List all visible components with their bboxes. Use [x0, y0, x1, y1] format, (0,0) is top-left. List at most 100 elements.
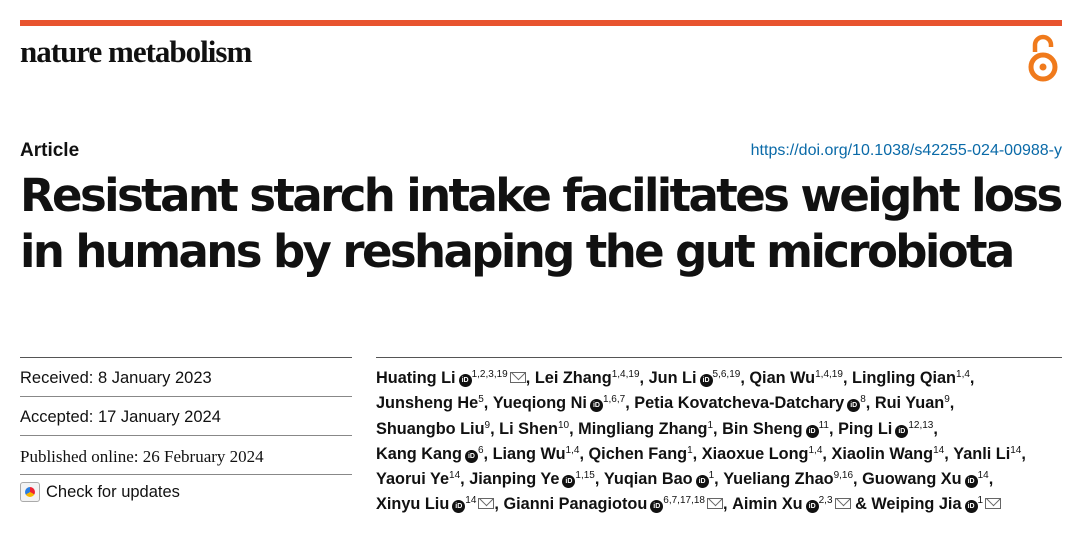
- email-icon[interactable]: [478, 498, 495, 510]
- orcid-icon[interactable]: iD: [699, 374, 713, 387]
- doi-link[interactable]: https://doi.org/10.1038/s42255-024-00988…: [750, 142, 1062, 159]
- affiliation-numbers[interactable]: 9: [484, 419, 491, 431]
- author-name[interactable]: Guowang Xu: [862, 470, 962, 489]
- journal-logo[interactable]: nature metabolism: [20, 34, 252, 69]
- author-name[interactable]: Lingling Qian: [852, 369, 957, 387]
- author-name[interactable]: Kang Kang: [376, 444, 462, 463]
- author-name[interactable]: Aimin Xu: [732, 495, 803, 514]
- author[interactable]: Qichen Fang1,: [589, 445, 702, 463]
- orcid-icon[interactable]: iD: [805, 424, 819, 438]
- author[interactable]: Gianni Panagiotou iD6,7,17,18,: [503, 495, 732, 514]
- affiliation-numbers[interactable]: 1: [977, 495, 984, 507]
- author[interactable]: Aimin Xu iD2,3: [732, 495, 855, 514]
- affiliation-numbers[interactable]: 1: [707, 419, 714, 431]
- author-name[interactable]: Xiaolin Wang: [831, 444, 934, 463]
- affiliation-numbers[interactable]: 1,4,19: [815, 369, 843, 380]
- author[interactable]: & Weiping Jia iD1: [855, 495, 1002, 514]
- orcid-icon[interactable]: iD: [805, 500, 819, 514]
- author-name[interactable]: Ping Li: [838, 419, 893, 438]
- author-name[interactable]: Xiaoxue Long: [701, 444, 809, 463]
- affiliation-numbers[interactable]: 14: [465, 495, 477, 507]
- affiliation-numbers[interactable]: 1: [708, 470, 715, 482]
- author-name[interactable]: Yueqiong Ni: [492, 394, 587, 413]
- author[interactable]: Ping Li iD12,13,: [838, 420, 938, 438]
- author[interactable]: Jun Li iD5,6,19,: [649, 369, 750, 387]
- author[interactable]: Qian Wu1,4,19,: [749, 369, 852, 387]
- author[interactable]: Junsheng He5,: [376, 394, 493, 412]
- orcid-icon[interactable]: iD: [964, 500, 978, 514]
- author[interactable]: Li Shen10,: [499, 420, 578, 438]
- author-name[interactable]: Mingliang Zhang: [578, 419, 708, 438]
- affiliation-numbers[interactable]: 9: [944, 394, 950, 406]
- affiliation-numbers[interactable]: 1,15: [575, 470, 595, 482]
- orcid-icon[interactable]: iD: [847, 399, 861, 413]
- affiliation-numbers[interactable]: 1,2,3,19: [471, 369, 508, 380]
- affiliation-numbers[interactable]: 1: [687, 444, 693, 456]
- orcid-icon[interactable]: iD: [562, 475, 576, 489]
- author[interactable]: Xiaolin Wang14,: [831, 445, 953, 463]
- author-name[interactable]: Jianping Ye: [469, 470, 560, 489]
- author[interactable]: Guowang Xu iD14,: [862, 470, 993, 489]
- affiliation-numbers[interactable]: 8: [860, 394, 866, 406]
- affiliation-numbers[interactable]: 14: [933, 444, 945, 456]
- author-name[interactable]: Yaorui Ye: [376, 470, 450, 489]
- author-name[interactable]: Jun Li: [648, 369, 697, 387]
- author[interactable]: Petia Kovatcheva-Datchary iD8,: [634, 394, 875, 413]
- email-icon[interactable]: [985, 498, 1002, 510]
- author-name[interactable]: Liang Wu: [492, 444, 566, 463]
- affiliation-numbers[interactable]: 12,13: [908, 419, 934, 431]
- email-icon[interactable]: [509, 372, 526, 383]
- author-name[interactable]: Xinyu Liu: [376, 495, 450, 514]
- affiliation-numbers[interactable]: 6,7,17,18: [663, 495, 705, 507]
- author[interactable]: Mingliang Zhang1,: [578, 420, 722, 438]
- affiliation-numbers[interactable]: 14: [1010, 444, 1022, 456]
- author[interactable]: Yaorui Ye14,: [376, 470, 469, 488]
- author[interactable]: Yueliang Zhao9,16,: [723, 470, 862, 488]
- author-name[interactable]: Yueliang Zhao: [723, 470, 834, 489]
- orcid-icon[interactable]: iD: [452, 500, 466, 514]
- email-icon[interactable]: [834, 498, 851, 510]
- author[interactable]: Yanli Li14,: [953, 445, 1026, 463]
- affiliation-numbers[interactable]: 10: [557, 419, 570, 431]
- affiliation-numbers[interactable]: 5,6,19: [712, 369, 741, 380]
- author-name[interactable]: Qichen Fang: [588, 444, 688, 463]
- author[interactable]: Jianping Ye iD1,15,: [469, 470, 604, 489]
- author[interactable]: Lei Zhang1,4,19,: [535, 369, 649, 387]
- author-name[interactable]: Lei Zhang: [534, 369, 612, 387]
- author-name[interactable]: Li Shen: [499, 419, 558, 438]
- author-name[interactable]: & Weiping Jia: [855, 495, 962, 514]
- affiliation-numbers[interactable]: 14: [449, 470, 461, 482]
- author[interactable]: Huating Li iD1,2,3,19,: [376, 369, 535, 387]
- affiliation-numbers[interactable]: 6: [477, 444, 484, 456]
- affiliation-numbers[interactable]: 1,4: [808, 444, 823, 456]
- author-name[interactable]: Yanli Li: [953, 444, 1011, 463]
- affiliation-numbers[interactable]: 1,4,19: [611, 369, 640, 380]
- author-name[interactable]: Bin Sheng: [722, 419, 803, 438]
- affiliation-numbers[interactable]: 14: [977, 470, 989, 482]
- author[interactable]: Kang Kang iD6,: [376, 445, 493, 463]
- affiliation-numbers[interactable]: 1,4: [956, 369, 970, 380]
- author-name[interactable]: Junsheng He: [376, 394, 479, 413]
- author[interactable]: Bin Sheng iD11,: [722, 420, 838, 438]
- author-name[interactable]: Petia Kovatcheva-Datchary: [634, 394, 845, 413]
- author-name[interactable]: Huating Li: [376, 369, 456, 387]
- author[interactable]: Liang Wu1,4,: [493, 445, 589, 463]
- author-name[interactable]: Shuangbo Liu: [376, 419, 485, 438]
- affiliation-numbers[interactable]: 11: [818, 419, 829, 431]
- orcid-icon[interactable]: iD: [695, 475, 709, 489]
- orcid-icon[interactable]: iD: [464, 449, 478, 463]
- author[interactable]: Yuqian Bao iD1,: [604, 470, 723, 489]
- orcid-icon[interactable]: iD: [458, 374, 472, 387]
- orcid-icon[interactable]: iD: [964, 475, 978, 489]
- orcid-icon[interactable]: iD: [650, 500, 664, 514]
- author[interactable]: Rui Yuan9,: [875, 394, 954, 412]
- author-name[interactable]: Qian Wu: [749, 369, 816, 387]
- affiliation-numbers[interactable]: 5: [478, 394, 484, 406]
- author[interactable]: Yueqiong Ni iD1,6,7,: [492, 394, 634, 413]
- email-icon[interactable]: [707, 498, 723, 510]
- author[interactable]: Xinyu Liu iD14,: [376, 495, 503, 514]
- author[interactable]: Xiaoxue Long1,4,: [702, 445, 832, 463]
- check-for-updates-button[interactable]: Check for updates: [20, 475, 352, 502]
- affiliation-numbers[interactable]: 9,16: [833, 470, 854, 482]
- orcid-icon[interactable]: iD: [895, 424, 909, 438]
